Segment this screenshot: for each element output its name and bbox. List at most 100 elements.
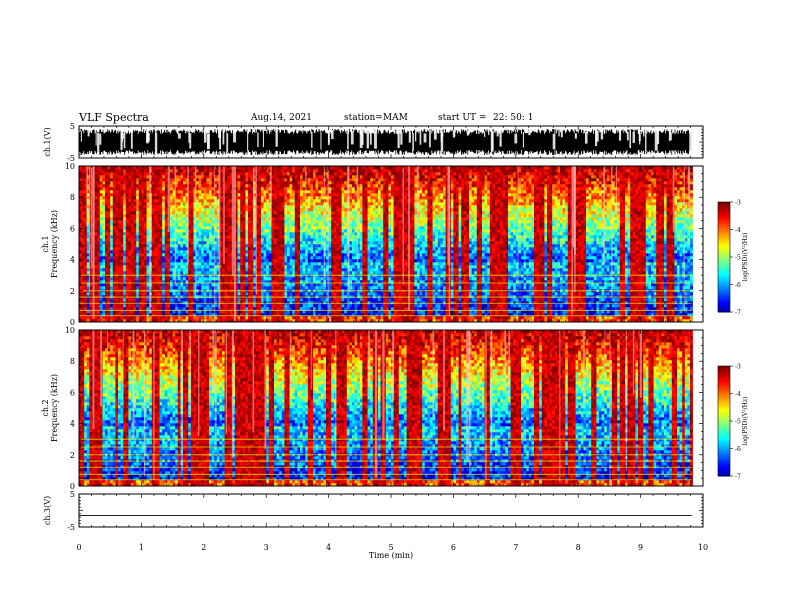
ch1-spectrogram-cell — [282, 271, 285, 274]
ch1-spectrogram-cell — [295, 304, 298, 307]
ch1-spectrogram-cell — [131, 169, 134, 172]
ch1-spectrogram-cell — [290, 190, 293, 193]
ch1-spectrogram-cell — [243, 175, 246, 178]
ch1-spectrogram-cell — [266, 244, 269, 247]
ch1-spectrogram-cell — [165, 316, 168, 319]
ch1-spectrogram-cell — [238, 247, 241, 250]
ch1-spectrogram-cell — [84, 241, 87, 244]
ch1-spectrogram-cell — [95, 220, 98, 223]
ch1-spectrogram-cell — [300, 208, 303, 211]
ch1-spectrogram-cell — [318, 277, 321, 280]
ch1-spectrogram-cell — [287, 190, 290, 193]
ch1-spectrogram-cell — [313, 283, 316, 286]
ch1-spectrogram-cell — [144, 274, 147, 277]
ch1-spectrogram-cell — [196, 286, 199, 289]
ch1-spectrogram-cell — [240, 208, 243, 211]
ch1-spectrogram-cell — [126, 169, 129, 172]
ch1-spectrogram-cell — [206, 301, 209, 304]
ch1-spectrogram-cell — [170, 256, 173, 259]
ch1-spectrogram-cell — [274, 262, 277, 265]
ch1-spectrogram-cell — [134, 316, 137, 319]
ch1-spectrogram-cell — [277, 268, 280, 271]
ch1-spectrogram-cell — [308, 193, 311, 196]
ch1-spectrogram-cell — [157, 235, 160, 238]
ch1-spectrogram-cell — [245, 253, 248, 256]
ch1-spectrogram-cell — [292, 247, 295, 250]
ch1-spectrogram-cell — [287, 286, 290, 289]
ch1-spectrogram-cell — [167, 277, 170, 280]
ch1-spectrogram-cell — [154, 238, 157, 241]
ch1-spectrogram-cell — [191, 238, 194, 241]
ch1-spectrogram-cell — [118, 241, 121, 244]
ch1-spectrogram-cell — [186, 283, 189, 286]
ch1-spectrogram-cell — [225, 178, 228, 181]
ch1-spectrogram-cell — [131, 265, 134, 268]
ch1-spectrogram-cell — [144, 205, 147, 208]
ch1-spectrogram-cell — [100, 244, 103, 247]
ch1-spectrogram-cell — [186, 265, 189, 268]
ch1-spectrogram-cell — [274, 199, 277, 202]
ch1-spectrogram-cell — [160, 262, 163, 265]
ch1-spectrogram-cell — [269, 298, 272, 301]
ch1-spectrogram-cell — [113, 244, 116, 247]
ch1-spectrogram-cell — [139, 190, 142, 193]
ch1-spectrogram-cell — [209, 235, 212, 238]
ch1-spectrogram-cell — [162, 232, 165, 235]
ch1-spectrogram-cell — [316, 304, 319, 307]
ch1-spectrogram-cell — [310, 265, 313, 268]
ch1-spectrogram-cell — [160, 181, 163, 184]
ch1-spectrogram-cell — [97, 304, 100, 307]
ch1-spectrogram-cell — [316, 178, 319, 181]
ch1-spectrogram-cell — [180, 199, 183, 202]
ch1-spectrogram-cell — [100, 226, 103, 229]
ch1-spectrogram-cell — [303, 193, 306, 196]
ch1-spectrogram-cell — [279, 292, 282, 295]
ch1-spectrogram-cell — [113, 307, 116, 310]
ch1-spectrogram-cell — [97, 238, 100, 241]
ch1-spectrogram-cell — [251, 265, 254, 268]
ch1-spectrogram-cell — [318, 205, 321, 208]
ch1-spectrogram-cell — [274, 211, 277, 214]
ch1-waveform-gap — [178, 133, 181, 138]
ch1-spectrogram-cell — [165, 304, 168, 307]
ch1-spectrogram-cell — [162, 181, 165, 184]
ch1-spectrogram-cell — [87, 307, 90, 310]
ch1-spectrogram-cell — [295, 214, 298, 217]
ch1-spectrogram-cell — [266, 229, 269, 232]
ch1-spectrogram-cell — [188, 292, 191, 295]
ch1-spectrogram-cell — [258, 277, 261, 280]
ch1-spectrogram-cell — [95, 301, 98, 304]
ch1-spectrogram-cell — [282, 169, 285, 172]
ch1-spectrogram-cell — [261, 262, 264, 265]
ch1-spectrogram-cell — [316, 268, 319, 271]
ch1-spectrogram-cell — [261, 208, 264, 211]
ch1-spectrogram-cell — [154, 169, 157, 172]
ch1-spectrogram-cell — [225, 250, 228, 253]
ch1-spectrogram-cell — [245, 226, 248, 229]
ch1-spectrogram-cell — [141, 196, 144, 199]
ch1-spectrogram-cell — [102, 253, 105, 256]
ch1-spectrogram-cell — [175, 298, 178, 301]
ch1-spectrogram-cell — [102, 274, 105, 277]
ch1-spectrogram-cell — [209, 172, 212, 175]
ch1-spectrogram-cell — [248, 232, 251, 235]
ch1-spectrogram-cell — [141, 217, 144, 220]
ch1-spectrogram-cell — [212, 184, 215, 187]
ch1-spectrogram-cell — [274, 193, 277, 196]
ch1-spectrogram-cell — [271, 220, 274, 223]
ch1-spectrogram-cell — [134, 190, 137, 193]
ch1-waveform-gap — [645, 130, 646, 151]
ch1-spectrogram-cell — [105, 199, 108, 202]
ch1-spectrogram-cell — [209, 247, 212, 250]
ch1-spectrogram-cell — [139, 208, 142, 211]
ch1-spectrogram-cell — [118, 259, 121, 262]
ch1-spectrogram-cell — [196, 205, 199, 208]
ch1-spectrogram-cell — [105, 232, 108, 235]
ch1-spectrogram-cell — [206, 253, 209, 256]
ch1-spectrogram-cell — [113, 178, 116, 181]
ch1-spectrogram-cell — [274, 259, 277, 262]
ch1-spectrogram-cell — [297, 283, 300, 286]
ch1-spectrogram-cell — [277, 256, 280, 259]
ch1-spectrogram-cell — [308, 175, 311, 178]
ch1-spectrogram-cell — [165, 175, 168, 178]
